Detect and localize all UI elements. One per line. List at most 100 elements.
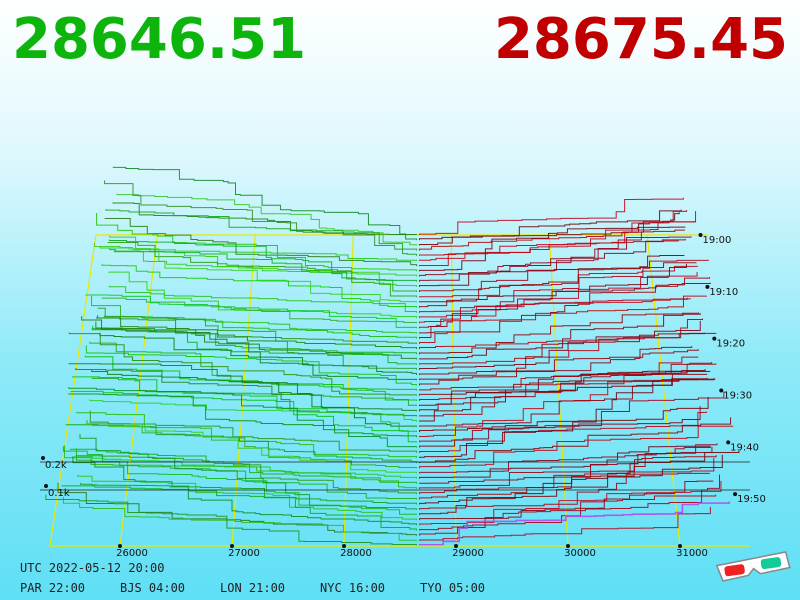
ask-depth-line [419,361,713,417]
bid-depth-line [95,321,418,360]
depth-tick [41,456,45,460]
ask-depth-line [419,282,711,339]
ask-depth-line [419,346,693,375]
bid-depth-line [104,218,418,267]
bid-depth-line [62,446,417,515]
grid-line [231,234,256,547]
ask-depth-line [418,197,684,235]
time-label: 19:20 [716,339,745,350]
bid-depth-line [101,297,418,324]
ask-depth-line [419,370,711,412]
grid-line [548,234,569,547]
bid-depth-line [81,316,418,375]
ask-depth-line [419,368,706,422]
x-tick-label: 27000 [228,548,260,559]
ask-depth-line [419,391,725,443]
bid-price: 28646.51 [12,7,306,72]
bid-depth-line [68,387,417,448]
bid-depth-line [97,314,418,344]
ask-depth-line [418,229,685,293]
grid-line [49,234,97,547]
bid-depth-line [107,241,418,298]
x-tick-label: 26000 [116,548,148,559]
zone-time: PAR 22:00 [20,581,85,595]
x-tick [678,544,682,548]
ask-depth-line [419,411,707,453]
ask-depth-line [419,445,711,479]
x-tick [566,544,570,548]
bid-depth-line [68,332,418,396]
x-tick [454,544,458,548]
ask-depth-line [418,238,686,282]
depth-tick [44,484,48,488]
ask-depth-line [418,255,685,287]
x-tick-label: 30000 [564,548,596,559]
bid-depth-line [80,482,417,505]
bid-depth-line [116,193,418,246]
ask-depth-line [419,312,700,355]
time-label: 19:40 [730,442,759,453]
bid-depth-line [105,209,418,256]
bid-depth-line [91,370,417,427]
time-label: 19:00 [703,235,732,246]
bid-depth-line [91,328,418,365]
bid-depth-line [62,496,417,541]
grid-line [646,234,681,547]
ask-price: 28675.45 [494,7,788,72]
ask-depth-line [419,297,688,329]
bid-depth-line [95,317,418,350]
bid-depth-line [108,285,418,313]
bid-depth-line [89,410,417,453]
bid-depth-line [75,448,417,500]
3d-glasses-icon[interactable] [715,551,791,582]
bid-depth-line [104,180,418,251]
zone-time: TYO 05:00 [420,581,485,595]
ask-depth-line [419,450,740,515]
bid-depth-line [70,390,417,432]
bid-depth-line [86,420,417,469]
x-tick [230,544,234,548]
ask-depth-line [418,262,697,308]
ask-depth-line [418,226,686,272]
bid-depth-line [61,485,417,531]
zone-time: BJS 04:00 [120,581,185,595]
bid-depth-line [71,456,417,479]
ask-depth-line [419,406,701,448]
ask-depth-line [419,446,711,500]
ask-depth-line [419,363,717,401]
ask-depth-line [419,378,715,458]
ask-depth-line [419,349,699,386]
ask-depth-line [419,373,708,427]
utc-time: UTC 2022-05-12 20:00 [20,561,165,575]
ask-depth-line [418,259,709,313]
bid-depth-line [63,445,417,489]
bid-depth-line [99,332,418,381]
ask-depth-line [419,454,723,505]
bid-depth-line [85,294,418,329]
time-tick [726,440,731,445]
time-label: 19:10 [709,287,738,298]
ask-depth-line [419,455,717,489]
zone-time: NYC 16:00 [320,581,385,595]
grid-line [450,234,457,547]
bid-depth-line [103,315,418,334]
ask-depth-line [419,356,699,391]
bid-depth-line [72,376,417,443]
zone-time: LON 21:00 [220,581,285,595]
grid-line [343,234,354,547]
ask-depth-line [419,320,701,370]
bid-depth-line [112,202,418,236]
ask-depth-line [419,472,710,510]
ask-depth-line [419,494,717,531]
ask-depth-line [418,209,688,251]
bid-depth-line [91,377,417,407]
time-tick [712,336,717,341]
bid-depth-line [72,457,417,526]
time-tick [705,284,710,289]
bid-depth-line [99,246,418,261]
ask-depth-line [419,378,698,396]
ask-depth-line [419,318,704,365]
ask-depth-line [418,236,692,277]
x-tick [118,544,122,548]
